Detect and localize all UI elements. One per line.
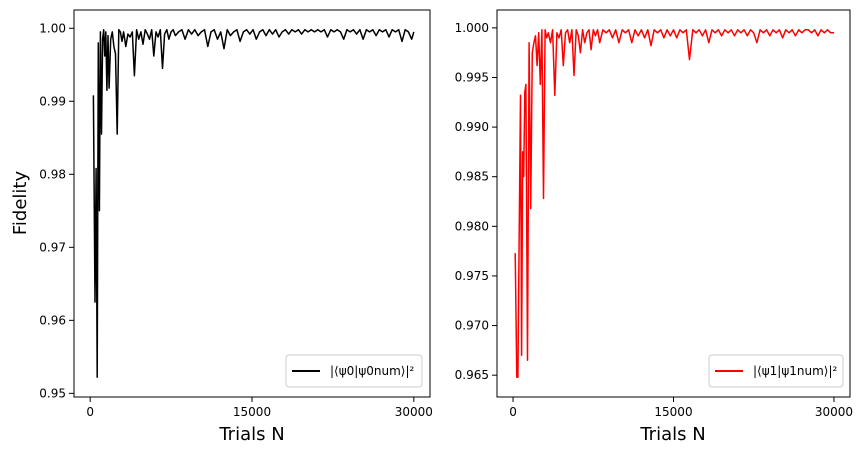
left-legend-label: |⟨ψ0|ψ0num⟩|² (330, 364, 414, 378)
left-legend-box (285, 354, 423, 388)
right-x-axis-label: Trials N (639, 424, 705, 445)
right-legend: |⟨ψ1|ψ1num⟩|² (708, 354, 844, 388)
right-x-tick-label: 30000 (815, 405, 853, 419)
left-y-tick-label: 0.95 (39, 386, 66, 400)
right-y-tick-label: 0.970 (455, 319, 489, 333)
right-y-tick-label: 0.995 (455, 70, 489, 84)
left-x-tick-label: 30000 (395, 405, 433, 419)
right-x-tick-label: 15000 (654, 405, 692, 419)
right-panel: 0 15000 30000 0.9650.9700.9750.9800.9850.9… (455, 9, 853, 445)
right-y-tick-label: 0.990 (455, 120, 489, 134)
left-x-tick-label: 0 (86, 405, 94, 419)
left-y-tick-label: 0.99 (39, 94, 66, 108)
right-y-tick-label: 0.965 (455, 368, 489, 382)
right-x-tick-label: 0 (509, 405, 517, 419)
right-legend-box (708, 354, 844, 388)
left-plot-area (92, 28, 415, 379)
right-y-ticks: 0.965 0.970 0.975 0.980 0.985 0.990 0.995 1.000 (455, 21, 497, 382)
left-x-axis-label: Trials N (218, 424, 284, 445)
right-plot-area (514, 29, 834, 378)
left-y-axis-label: Fidelity (10, 171, 31, 236)
right-series-line (514, 29, 834, 378)
right-y-tick-label: 0.975 (455, 269, 489, 283)
left-y-tick-label: 0.97 (39, 240, 66, 254)
left-series-line (92, 28, 415, 379)
left-y-ticks: 0.95 0.96 0.97 0.98 0.99 1.00 (39, 21, 74, 400)
left-x-tick-label: 15000 (233, 405, 271, 419)
right-y-tick-label: 0.985 (455, 170, 489, 184)
left-legend: |⟨ψ0|ψ0num⟩|² (285, 354, 423, 388)
left-panel: 0 15000 30000 0.95 0.96 0.97 0.98 0.99 1.00 Tri… (10, 9, 433, 445)
right-y-tick-label: 0.980 (455, 219, 489, 233)
left-x-ticks: 0 15000 30000 (86, 397, 433, 419)
left-y-tick-label: 0.98 (39, 167, 66, 181)
right-x-ticks: 0 15000 30000 (509, 397, 853, 419)
right-y-tick-label: 1.000 (455, 21, 489, 35)
right-legend-label: |⟨ψ1|ψ1num⟩|² (753, 364, 837, 378)
left-y-tick-label: 1.00 (39, 21, 66, 35)
left-y-tick-label: 0.96 (39, 313, 66, 327)
